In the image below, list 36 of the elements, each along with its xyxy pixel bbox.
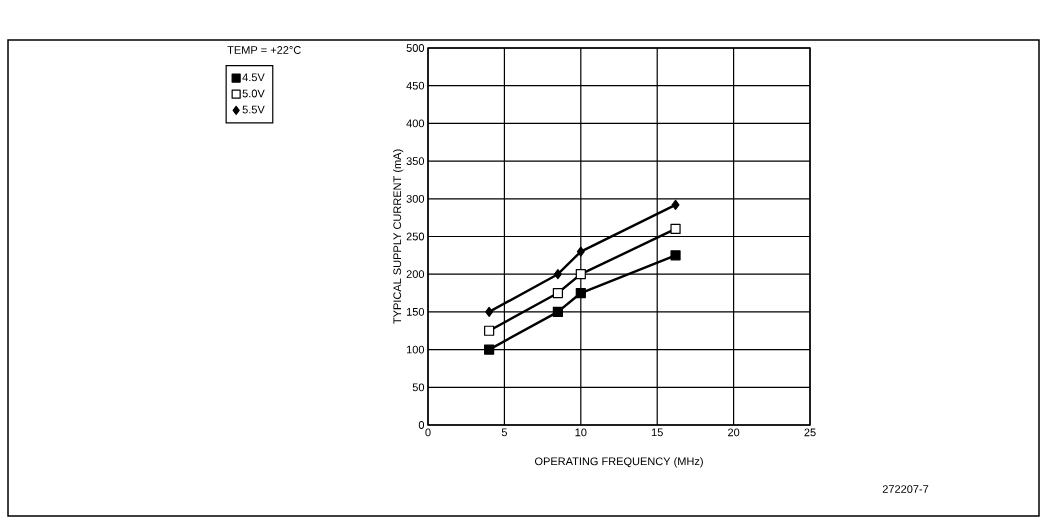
point: [576, 246, 585, 257]
y-tick-label: 450: [406, 81, 425, 90]
point: [552, 287, 563, 299]
y-tick-label: 250: [406, 232, 425, 241]
y-tick-label: 350: [406, 157, 425, 165]
point: [575, 287, 586, 299]
x-tick-label: 10: [575, 428, 587, 437]
legend-label: 5.0V: [242, 89, 265, 98]
y-axis-title: TYPICAL SUPPLY CURRENT (mA): [393, 149, 404, 324]
point: [484, 325, 495, 336]
legend-title: TEMP = +22°C: [227, 46, 301, 54]
x-axis-title: OPERATING FREQUENCY (MHz): [534, 457, 703, 468]
point: [484, 344, 495, 355]
legend-label: 4.5V: [242, 73, 265, 82]
point: [575, 269, 586, 280]
x-tick-label: 20: [728, 428, 740, 437]
y-tick-label: 150: [406, 307, 425, 316]
point: [552, 306, 563, 317]
y-tick-label: 100: [406, 345, 425, 354]
y-tick-label: 500: [406, 44, 425, 52]
x-tick-label: 5: [501, 428, 508, 437]
point: [671, 199, 680, 210]
y-tick-label: 50: [412, 383, 425, 392]
y-tick-label: 400: [406, 119, 425, 128]
y-tick-label: 0: [418, 421, 425, 429]
point: [670, 250, 681, 261]
x-tick-label: 25: [804, 428, 816, 437]
legend-label: 5.5V: [242, 105, 265, 114]
y-tick-label: 300: [406, 194, 425, 203]
point: [485, 306, 494, 317]
point: [553, 269, 562, 280]
x-tick-label: 15: [651, 428, 663, 437]
x-tick-label: 0: [425, 428, 431, 437]
y-tick-label: 200: [406, 270, 425, 279]
text: 272207-7: [882, 485, 929, 493]
point: [670, 223, 681, 235]
